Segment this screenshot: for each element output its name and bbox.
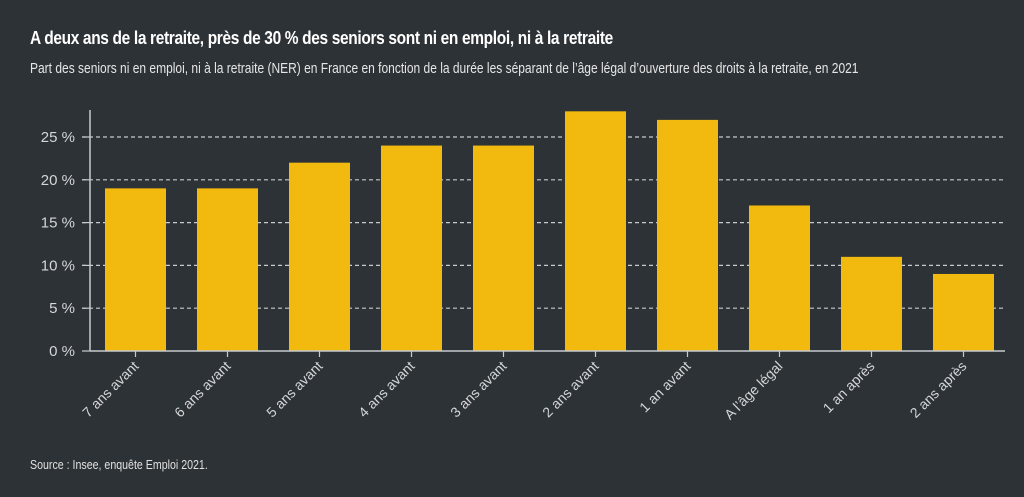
bar bbox=[933, 273, 994, 351]
chart-title: A deux ans de la retraite, près de 30 % … bbox=[30, 28, 613, 48]
x-tick-label: 7 ans avant bbox=[79, 358, 142, 421]
bar bbox=[841, 256, 902, 351]
x-tick-label: 5 ans avant bbox=[263, 358, 326, 421]
x-tick-label: 1 an avant bbox=[636, 358, 694, 416]
bar bbox=[381, 145, 442, 351]
bar bbox=[565, 111, 626, 351]
axes bbox=[82, 110, 1005, 357]
x-tick-label: 6 ans avant bbox=[171, 358, 234, 421]
x-tick-label: 2 ans avant bbox=[539, 358, 602, 421]
y-tick-label: 25 % bbox=[41, 129, 75, 146]
bar bbox=[749, 205, 810, 351]
bar bbox=[105, 188, 166, 351]
bar bbox=[197, 188, 258, 351]
y-tick-label: 15 % bbox=[41, 215, 75, 232]
x-tick-label: A l’âge légal bbox=[721, 358, 786, 423]
bar bbox=[657, 119, 718, 351]
chart-subtitle: Part des seniors ni en emploi, ni à la r… bbox=[30, 60, 859, 77]
y-tick-label: 20 % bbox=[41, 172, 75, 189]
bar bbox=[289, 162, 350, 351]
x-tick-label: 3 ans avant bbox=[447, 358, 510, 421]
x-tick-label: 1 an après bbox=[820, 358, 878, 416]
bars bbox=[105, 111, 994, 351]
bar bbox=[473, 145, 534, 351]
y-tick-label: 5 % bbox=[49, 300, 75, 317]
x-tick-label: 4 ans avant bbox=[355, 358, 418, 421]
x-tick-label: 2 ans après bbox=[907, 358, 970, 421]
y-tick-label: 10 % bbox=[41, 257, 75, 274]
y-tick-label: 0 % bbox=[49, 343, 75, 360]
source-note: Source : Insee, enquête Emploi 2021. bbox=[30, 458, 208, 472]
